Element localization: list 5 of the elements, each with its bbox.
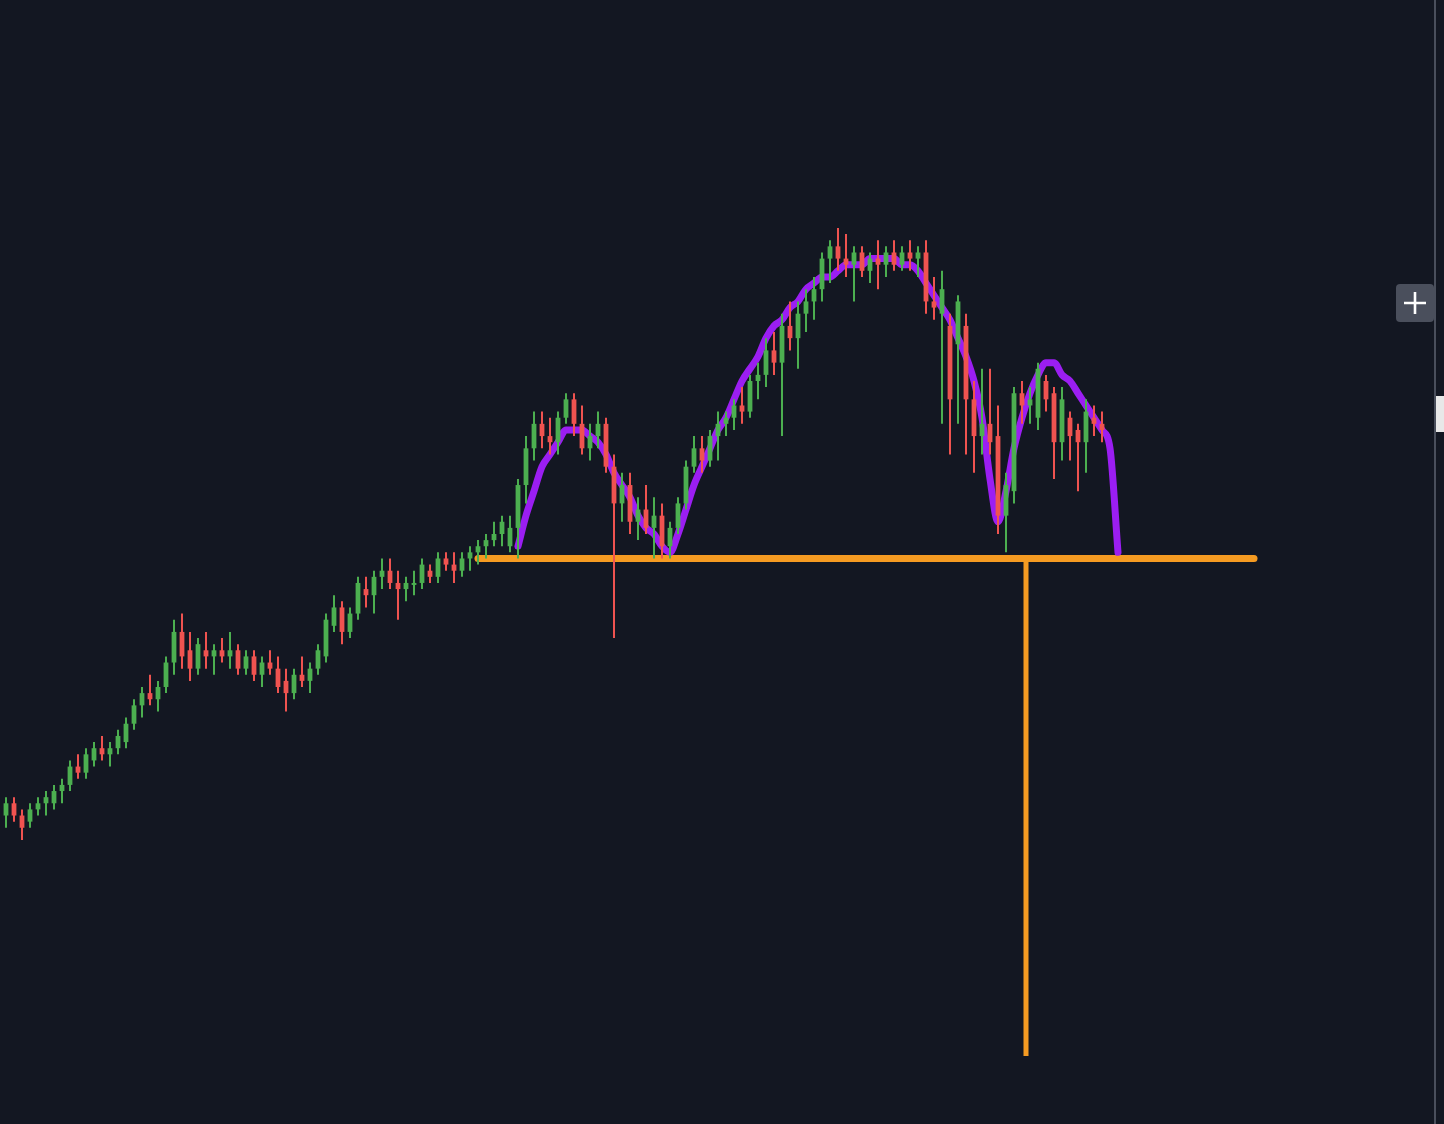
candlestick bbox=[931, 275, 937, 321]
candlestick bbox=[443, 551, 449, 572]
candlestick bbox=[739, 386, 745, 425]
candlestick bbox=[915, 245, 921, 278]
candlestick bbox=[907, 239, 913, 272]
